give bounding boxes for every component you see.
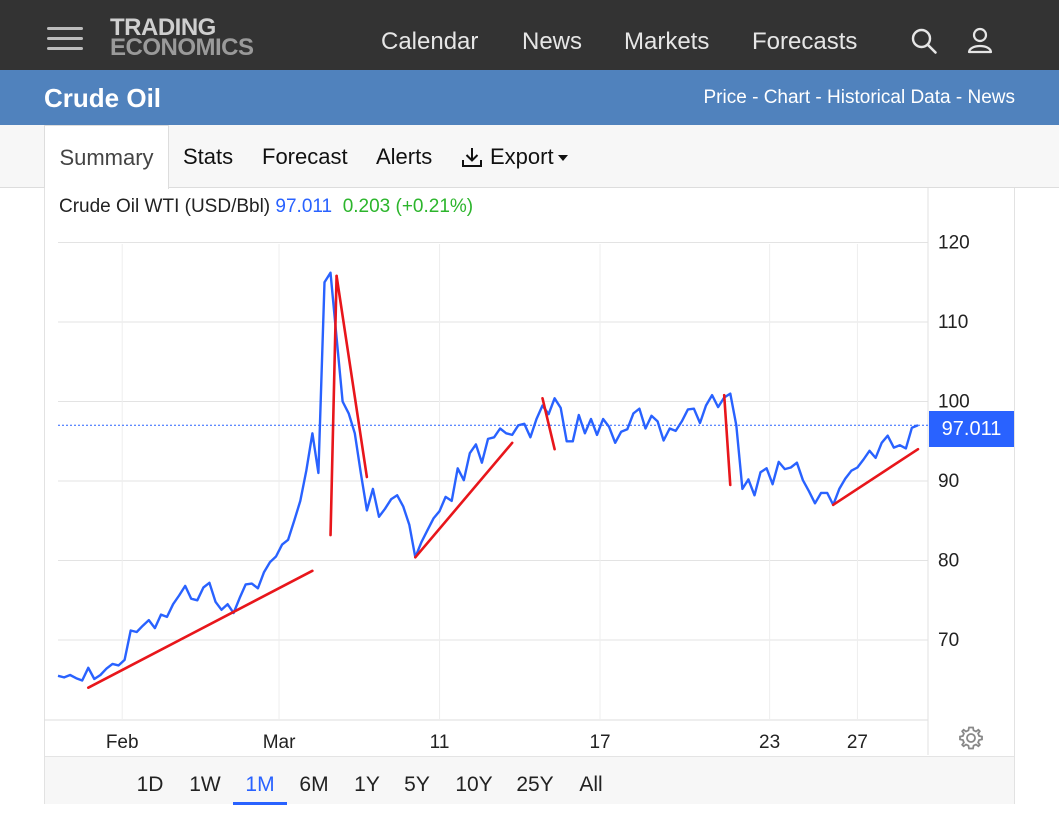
range-1y[interactable]: 1Y <box>354 773 380 796</box>
link-chart[interactable]: Chart <box>763 87 811 108</box>
y-tick-label: 110 <box>938 312 968 333</box>
tab-export[interactable]: Export <box>490 125 568 188</box>
y-tick-label: 80 <box>938 551 959 572</box>
y-tick-label: 90 <box>938 471 959 492</box>
range-5y[interactable]: 5Y <box>404 773 430 796</box>
chart-legend: Crude Oil WTI (USD/Bbl) 97.011 0.203 (+0… <box>59 196 473 218</box>
tab-bar: Summary Stats Forecast Alerts Export <box>0 125 1059 189</box>
nav-markets[interactable]: Markets <box>624 28 710 55</box>
trendline <box>831 447 920 507</box>
section-links: Price - Chart - Historical Data - News <box>704 87 1016 109</box>
link-historical-data[interactable]: Historical Data <box>827 87 951 108</box>
y-tick-label: 100 <box>938 392 970 413</box>
menu-icon[interactable] <box>47 25 83 53</box>
logo-line1: TRADING <box>110 14 216 41</box>
link-price[interactable]: Price <box>703 87 747 108</box>
top-navigation-bar: TRADING ECONOMICS Calendar News Markets … <box>0 0 1059 70</box>
x-tick-label: Feb <box>106 732 139 753</box>
range-1d[interactable]: 1D <box>136 773 164 796</box>
x-tick-label: 17 <box>589 732 610 753</box>
range-all[interactable]: All <box>579 773 603 796</box>
logo-line2: ECONOMICS <box>110 34 254 61</box>
x-tick-label: 23 <box>759 732 780 753</box>
page-title: Crude Oil <box>44 83 162 113</box>
range-10y[interactable]: 10Y <box>455 773 493 796</box>
link-separator: - <box>810 87 828 108</box>
nav-news[interactable]: News <box>522 28 583 55</box>
x-tick-label: 11 <box>430 732 450 753</box>
y-tick-label: 70 <box>938 630 959 651</box>
trendline <box>414 441 514 559</box>
last-price-tag: 97.011 <box>929 411 1014 447</box>
y-tick-label: 120 <box>938 233 970 254</box>
trendline <box>86 569 314 690</box>
series-line-crude-oil <box>57 271 919 682</box>
nav-forecasts[interactable]: Forecasts <box>752 28 858 55</box>
legend-change: 0.203 (+0.21%) <box>342 196 474 217</box>
tab-stats[interactable]: Stats <box>183 144 234 169</box>
legend-series-name: Crude Oil WTI (USD/Bbl) <box>59 196 271 217</box>
gear-icon[interactable] <box>958 725 984 751</box>
range-selector: 1D 1W 1M 6M 1Y 5Y 10Y 25Y All <box>45 756 1014 805</box>
trendline <box>541 397 556 451</box>
tab-forecast[interactable]: Forecast <box>262 144 348 169</box>
instrument-titlebar: Crude Oil Price - Chart - Historical Dat… <box>0 70 1059 125</box>
link-separator: - <box>950 87 968 108</box>
tab-summary[interactable]: Summary <box>44 125 169 189</box>
link-news[interactable]: News <box>967 87 1015 108</box>
user-icon[interactable] <box>966 26 994 54</box>
search-icon[interactable] <box>910 27 938 55</box>
link-separator: - <box>746 87 764 108</box>
chevron-down-icon <box>557 155 568 162</box>
range-1m[interactable]: 1M <box>233 757 287 805</box>
download-icon[interactable] <box>460 145 484 169</box>
range-6m[interactable]: 6M <box>299 773 329 796</box>
trendline <box>329 274 338 537</box>
legend-last-value: 97.011 <box>275 196 333 217</box>
trendline <box>335 274 369 479</box>
price-chart[interactable]: 70 80 90 100 110 120 Feb Mar 11 17 23 27 <box>0 0 1059 760</box>
x-tick-label: Mar <box>263 732 296 753</box>
trendline <box>722 393 732 487</box>
x-tick-label: 27 <box>847 732 868 753</box>
tab-export-label: Export <box>490 144 554 169</box>
nav-calendar[interactable]: Calendar <box>381 28 479 55</box>
tab-alerts[interactable]: Alerts <box>376 144 433 169</box>
logo[interactable]: TRADING ECONOMICS <box>110 16 254 61</box>
range-25y[interactable]: 25Y <box>516 773 554 796</box>
range-1w[interactable]: 1W <box>189 773 221 796</box>
